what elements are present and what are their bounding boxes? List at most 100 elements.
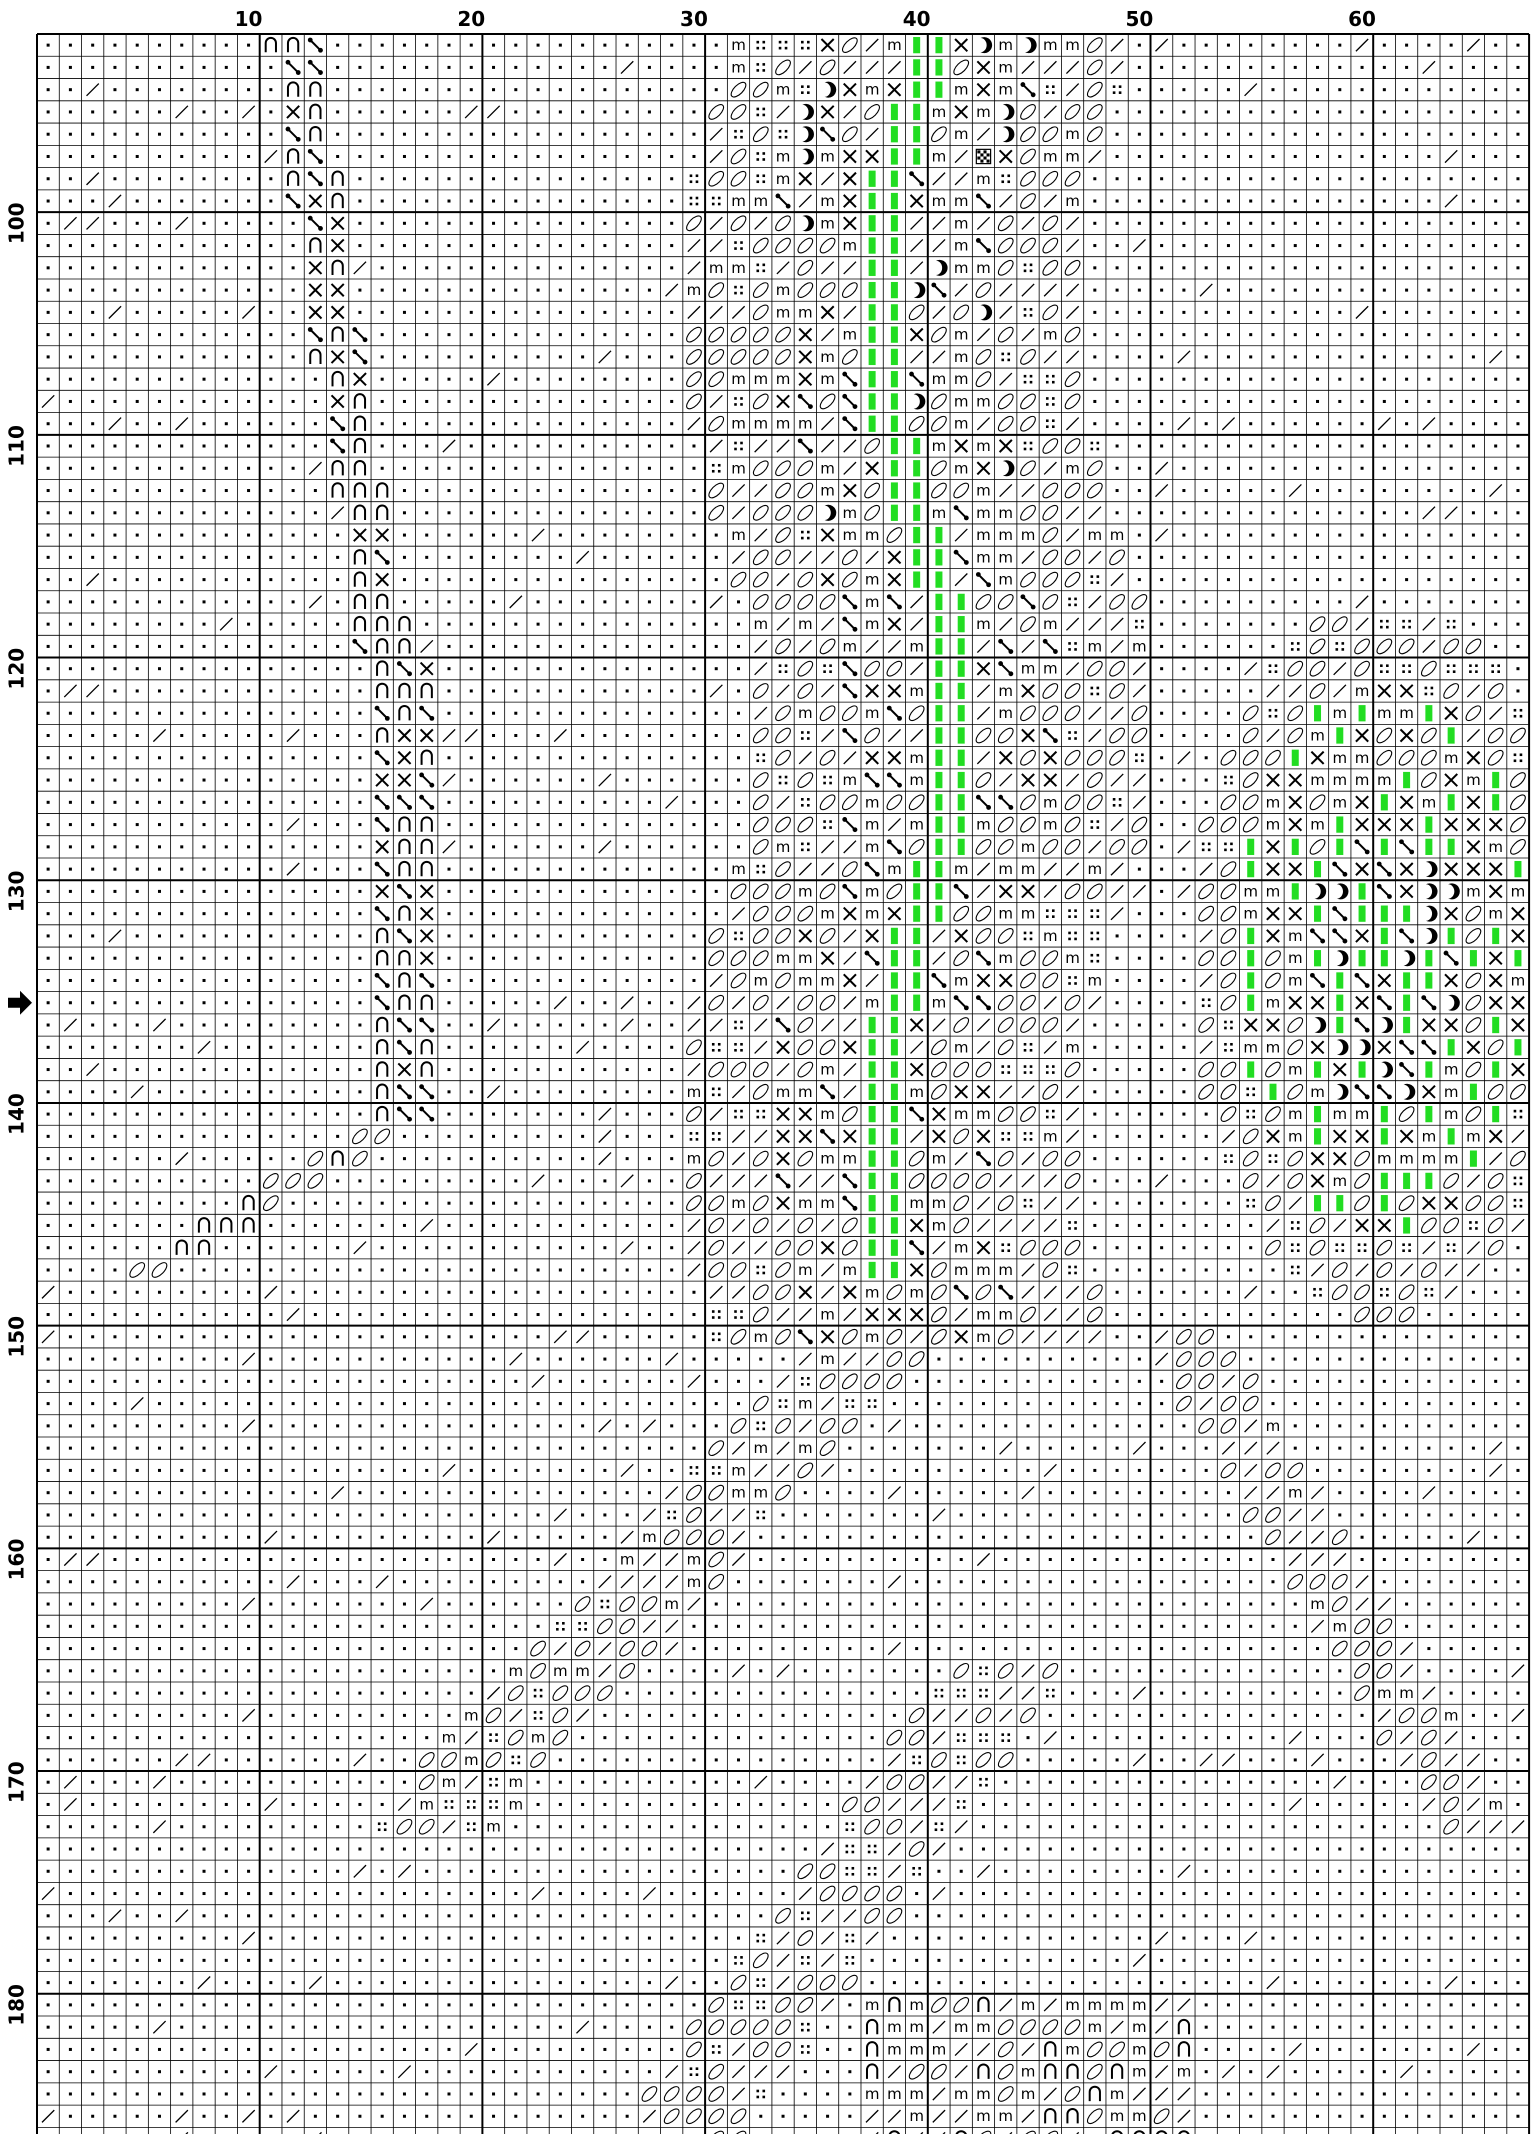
stitch-dot [1115, 1513, 1119, 1517]
stitch-slash [1489, 1152, 1503, 1166]
stitch-dot [157, 1624, 161, 1628]
stitch-dot [91, 1379, 95, 1383]
stitch-slash [687, 1218, 701, 1233]
stitch-dot [91, 422, 95, 426]
stitch-dot [202, 1424, 206, 1428]
stitch-dot [558, 310, 562, 314]
row-label: 140 [5, 1093, 29, 1135]
stitch-x [1488, 862, 1503, 876]
stitch-oval [931, 1284, 947, 1301]
stitch-dot [336, 1268, 340, 1272]
stitch-dot [536, 978, 540, 982]
stitch-dot [425, 1424, 429, 1428]
stitch-dot [425, 578, 429, 582]
stitch-dot [336, 1424, 340, 1428]
stitch-dot [247, 355, 251, 359]
stitch-arch [376, 660, 389, 676]
stitch-dot [514, 1223, 518, 1227]
stitch-dot [692, 889, 696, 893]
stitch-dot [1204, 644, 1208, 648]
stitch-x [820, 528, 835, 542]
stitch-m: m [1065, 949, 1080, 967]
stitch-dot [447, 199, 451, 203]
stitch-dot [492, 1045, 496, 1049]
stitch-dot [1382, 1491, 1386, 1495]
stitch-slash [598, 350, 612, 364]
stitch-m: m [776, 281, 791, 299]
stitch-dot [558, 823, 562, 827]
stitch-dot [269, 110, 273, 114]
stitch-dot [1516, 333, 1520, 337]
stitch-dot [1137, 1112, 1141, 1116]
stitch-dot [157, 867, 161, 871]
stitch-dots4 [533, 1688, 543, 1698]
stitch-x [1511, 995, 1525, 1010]
stitch-dot [1360, 266, 1364, 270]
stitch-dot [1271, 466, 1275, 470]
stitch-green [890, 994, 898, 1011]
stitch-dot [469, 756, 473, 760]
stitch-dot [1137, 1357, 1141, 1361]
stitch-x [353, 372, 367, 387]
stitch-dot [1182, 333, 1186, 337]
stitch-slash [731, 1174, 746, 1188]
stitch-dot [1427, 444, 1431, 448]
stitch-dot [1516, 154, 1520, 158]
stitch-dot [91, 1580, 95, 1584]
stitch-m: m [976, 548, 991, 566]
stitch-dot [224, 244, 228, 248]
stitch-dot [670, 1468, 674, 1472]
stitch-dot [1449, 1647, 1453, 1651]
stitch-dot [1360, 399, 1364, 403]
stitch-slash [820, 439, 835, 453]
stitch-dot [625, 578, 629, 582]
stitch-slash [1221, 417, 1236, 431]
stitch-dot [1516, 622, 1520, 626]
stitch-dot [1137, 399, 1141, 403]
stitch-dot [692, 533, 696, 537]
stitch-dot [1271, 489, 1275, 493]
stitch-slash [1065, 350, 1080, 364]
stitch-dots4 [756, 263, 766, 273]
stitch-oval [1020, 1017, 1036, 1033]
stitch-slash [687, 305, 701, 319]
stitch-dot [91, 555, 95, 559]
stitch-dot [202, 1624, 206, 1628]
stitch-dot [1338, 199, 1342, 203]
stitch-dot [1226, 1624, 1230, 1628]
stitch-oval [1398, 749, 1415, 766]
stitch-dot [1405, 1424, 1409, 1428]
stitch-dot [113, 600, 117, 604]
stitch-dot [291, 333, 295, 337]
stitch-green [1403, 972, 1411, 989]
stitch-dots4 [1201, 998, 1211, 1008]
stitch-dot [313, 1402, 317, 1406]
stitch-dot [536, 1201, 540, 1205]
stitch-oval [1042, 705, 1059, 722]
stitch-m: m [1355, 682, 1370, 700]
stitch-dot [1249, 1624, 1253, 1628]
stitch-oval [819, 282, 836, 298]
stitch-dot [1182, 221, 1186, 225]
stitch-diag [374, 549, 390, 565]
stitch-slash [754, 662, 768, 676]
stitch-oval [708, 1484, 725, 1501]
stitch-oval [1242, 1150, 1259, 1167]
stitch-dot [380, 1647, 384, 1651]
stitch-dot [536, 266, 540, 270]
stitch-dot [670, 1669, 674, 1673]
stitch-dot [492, 422, 496, 426]
stitch-dot [536, 489, 540, 493]
stitch-oval [352, 1150, 368, 1167]
stitch-dot [91, 1001, 95, 1005]
stitch-dot [425, 154, 429, 158]
stitch-dot [1516, 689, 1520, 693]
stitch-oval [819, 1417, 836, 1434]
stitch-crescent [1002, 126, 1015, 143]
stitch-oval [530, 1662, 546, 1679]
stitch-dot [625, 1513, 629, 1517]
stitch-dots4 [801, 798, 810, 807]
stitch-dot [959, 1357, 963, 1361]
stitch-oval [1064, 816, 1081, 833]
stitch-dots4 [600, 1599, 610, 1609]
